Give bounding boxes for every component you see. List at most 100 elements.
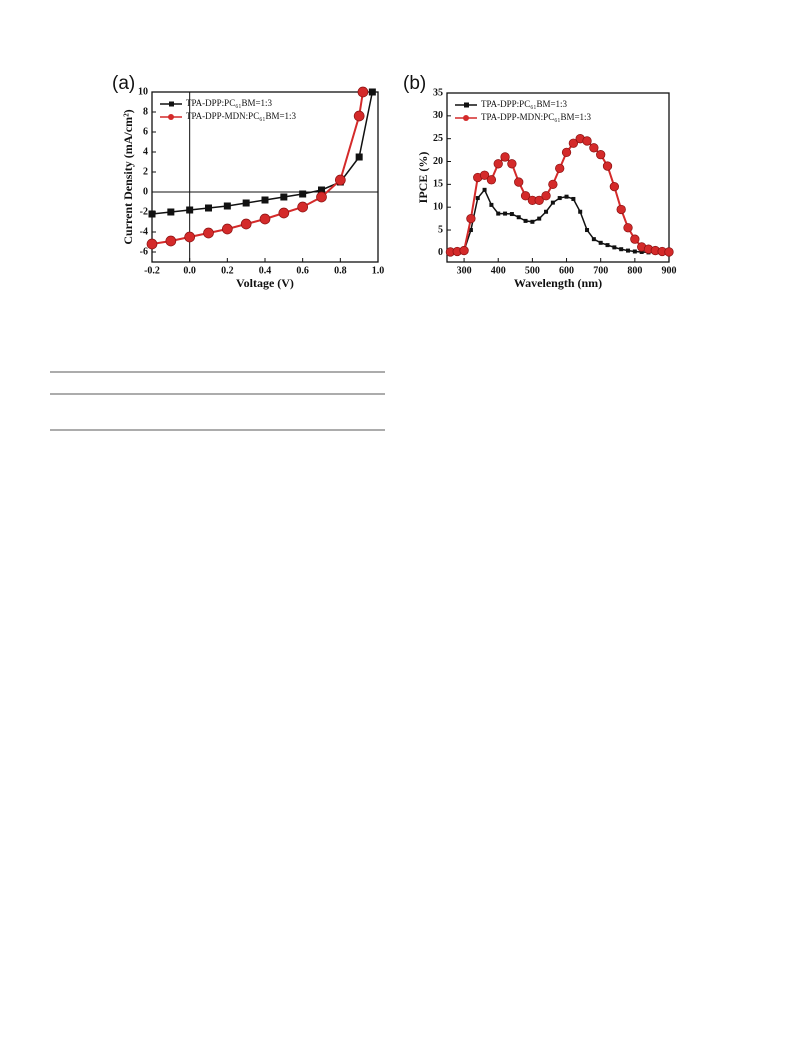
marker	[496, 211, 501, 216]
marker	[541, 191, 551, 201]
marker	[589, 143, 599, 153]
y-tick-label: 10	[138, 86, 148, 97]
marker	[616, 204, 626, 215]
legend-marker	[168, 114, 174, 120]
y-tick-label: 35	[433, 87, 443, 98]
y-tick-label: 15	[433, 179, 443, 190]
marker	[479, 170, 490, 180]
marker	[509, 212, 514, 217]
marker	[223, 202, 231, 210]
x-tick-label: 400	[491, 265, 506, 276]
marker	[623, 223, 633, 233]
marker	[585, 228, 590, 233]
marker	[240, 218, 252, 230]
x-tick-label: 500	[525, 265, 540, 276]
marker	[353, 110, 365, 122]
marker	[146, 238, 158, 250]
x-tick-label: 900	[662, 265, 677, 276]
marker	[555, 163, 565, 174]
marker	[184, 231, 196, 243]
panel-label: (a)	[112, 73, 135, 94]
marker	[537, 216, 542, 221]
panel-label: (b)	[403, 73, 426, 94]
marker	[548, 179, 558, 190]
marker	[639, 249, 644, 254]
marker	[482, 187, 487, 192]
marker	[221, 223, 233, 235]
x-tick-label: 800	[627, 265, 642, 276]
marker	[582, 136, 592, 146]
marker	[489, 202, 494, 207]
marker	[500, 152, 510, 162]
marker	[299, 190, 307, 198]
marker	[357, 86, 369, 98]
y-tick-label: -6	[140, 246, 148, 257]
marker	[664, 247, 674, 257]
marker	[167, 208, 175, 216]
y-tick-label: 0	[438, 247, 443, 258]
marker	[596, 150, 606, 160]
marker	[261, 196, 269, 204]
y-tick-label: -2	[140, 206, 148, 217]
marker	[297, 201, 309, 213]
marker	[619, 247, 624, 252]
marker	[591, 237, 596, 242]
x-tick-label: 0.6	[296, 265, 309, 276]
marker	[516, 215, 521, 220]
legend-label: TPA-DPP-MDN:PC₆₁BM=1:3	[481, 112, 592, 122]
y-tick-label: 10	[433, 201, 443, 212]
marker	[602, 161, 613, 171]
marker	[334, 174, 346, 186]
x-axis-label: Voltage (V)	[236, 276, 294, 290]
x-tick-label: 600	[559, 265, 574, 276]
marker	[259, 213, 271, 225]
y-tick-label: 30	[433, 110, 443, 121]
x-axis-label: Wavelength (nm)	[514, 276, 602, 290]
x-tick-label: 1.0	[372, 265, 385, 276]
legend-label: TPA-DPP-MDN:PC₆₁BM=1:3	[186, 111, 297, 121]
marker	[609, 181, 620, 192]
legend-marker	[464, 102, 469, 108]
marker	[486, 175, 497, 185]
marker	[557, 196, 562, 201]
legend-label: TPA-DPP:PC₆₁BM=1:3	[481, 99, 568, 109]
y-tick-label: 2	[143, 166, 148, 177]
marker	[514, 177, 524, 187]
y-tick-label: 6	[143, 126, 148, 137]
marker	[355, 153, 363, 161]
marker	[459, 245, 469, 256]
marker	[280, 193, 288, 201]
marker	[530, 219, 535, 224]
marker	[466, 213, 476, 224]
marker	[278, 207, 290, 219]
marker	[493, 159, 503, 169]
marker	[534, 195, 544, 205]
marker	[564, 194, 569, 199]
marker	[598, 240, 603, 245]
marker	[242, 199, 250, 207]
legend-label: TPA-DPP:PC₆₁BM=1:3	[186, 98, 273, 108]
marker	[203, 227, 214, 239]
y-tick-label: 25	[433, 133, 443, 144]
marker	[550, 200, 555, 205]
marker	[186, 206, 194, 214]
legend-marker	[169, 101, 174, 107]
marker	[368, 88, 376, 96]
marker	[523, 218, 528, 223]
x-tick-label: -0.2	[144, 265, 160, 276]
marker	[205, 204, 212, 212]
marker	[561, 147, 572, 158]
y-tick-label: 0	[143, 186, 148, 197]
x-tick-label: 0.4	[259, 265, 272, 276]
marker	[612, 245, 617, 250]
marker	[165, 235, 177, 247]
marker	[475, 196, 480, 201]
y-tick-label: 4	[143, 146, 148, 157]
x-tick-label: 0.8	[334, 265, 347, 276]
marker	[578, 209, 583, 214]
x-tick-label: 700	[593, 265, 608, 276]
y-axis-label: IPCE (%)	[416, 152, 430, 204]
plot-frame	[446, 92, 670, 263]
x-tick-label: 300	[457, 265, 472, 276]
